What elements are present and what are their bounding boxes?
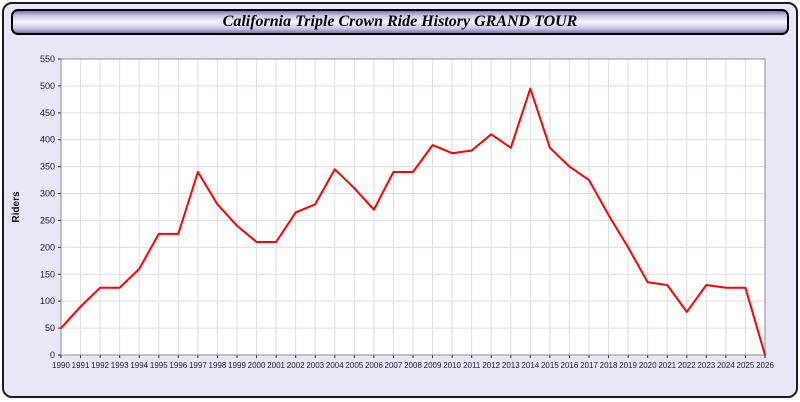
x-tick-label: 1992 — [91, 361, 109, 370]
y-tick-label: 150 — [40, 269, 55, 279]
x-tick-label: 1997 — [189, 361, 207, 370]
x-tick-label: 2017 — [580, 361, 598, 370]
x-tick-label: 2015 — [541, 361, 559, 370]
y-tick-label: 250 — [40, 215, 55, 225]
x-tick-label: 1999 — [228, 361, 246, 370]
x-tick-label: 2022 — [678, 361, 696, 370]
y-tick-label: 500 — [40, 81, 55, 91]
x-tick-label: 1998 — [209, 361, 227, 370]
x-tick-label: 2005 — [345, 361, 363, 370]
x-tick-label: 2012 — [482, 361, 500, 370]
x-tick-label: 2023 — [697, 361, 715, 370]
y-tick-label: 450 — [40, 108, 55, 118]
x-tick-label: 2016 — [561, 361, 579, 370]
y-tick-label: 550 — [40, 54, 55, 64]
x-tick-label: 2004 — [326, 361, 344, 370]
y-tick-label: 0 — [50, 350, 55, 360]
x-tick-label: 2021 — [658, 361, 676, 370]
x-tick-label: 2024 — [717, 361, 735, 370]
x-tick-label: 2025 — [737, 361, 755, 370]
y-tick-label: 200 — [40, 242, 55, 252]
x-tick-label: 2014 — [521, 361, 539, 370]
chart-title-bar: California Triple Crown Ride History GRA… — [11, 9, 789, 35]
y-tick-label: 400 — [40, 135, 55, 145]
y-tick-label: 350 — [40, 162, 55, 172]
plot-border — [60, 58, 766, 356]
y-tick-label: 50 — [45, 323, 55, 333]
x-tick-label: 1995 — [150, 361, 168, 370]
riders-line-series — [60, 87, 766, 356]
chart-title: California Triple Crown Ride History GRA… — [222, 13, 578, 30]
chart-area: 0 50 100 150 200 250 300 350 400 450 500 550 1990 199… — [4, 39, 796, 396]
x-tick-label: 1993 — [111, 361, 129, 370]
y-tick-label: 300 — [40, 189, 55, 199]
x-tick-label: 2019 — [619, 361, 637, 370]
x-tick-label: 2009 — [424, 361, 442, 370]
x-tick-label: 2020 — [639, 361, 657, 370]
x-tick-label: 2013 — [502, 361, 520, 370]
x-tick-label: 1990 — [52, 361, 70, 370]
x-tick-label: 2018 — [600, 361, 618, 370]
x-tick-label: 2003 — [306, 361, 324, 370]
x-tick-label: 2006 — [365, 361, 383, 370]
y-tick-label: 100 — [40, 296, 55, 306]
x-tick-label: 1996 — [169, 361, 187, 370]
x-tick-label: 2001 — [267, 361, 285, 370]
x-tick-label: 2007 — [385, 361, 403, 370]
x-tick-label: 2000 — [248, 361, 266, 370]
x-tick-label: 2026 — [756, 361, 774, 370]
x-tick-label: 2008 — [404, 361, 422, 370]
x-tick-label: 1991 — [72, 361, 90, 370]
x-tick-label: 1994 — [130, 361, 148, 370]
x-tick-label: 2010 — [443, 361, 461, 370]
x-tick-label: 2011 — [463, 361, 481, 370]
x-tick-label: 2002 — [287, 361, 305, 370]
y-axis-title: Riders — [11, 191, 22, 223]
